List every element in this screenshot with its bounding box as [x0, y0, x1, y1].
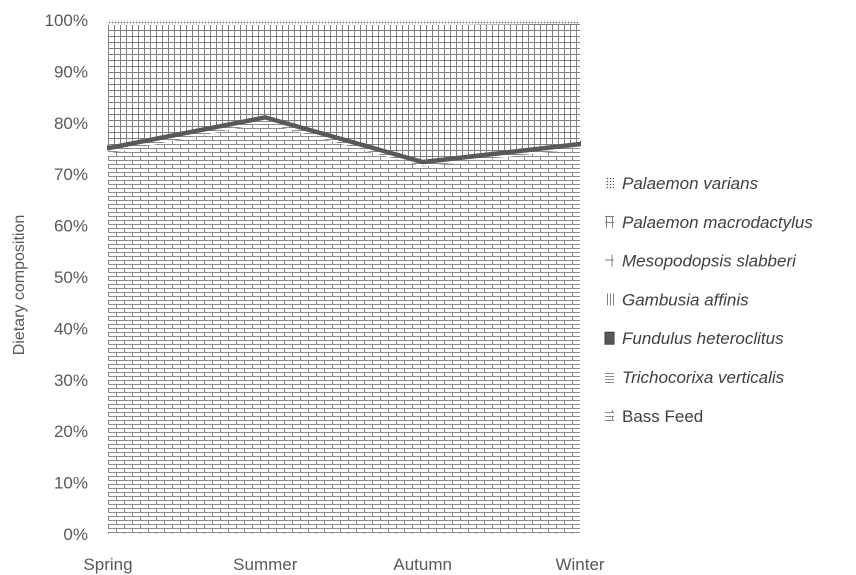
legend-swatch-mesopodopsis-slabberi: [605, 254, 614, 267]
legend-label-mesopodopsis-slabberi: Mesopodopsis slabberi: [622, 252, 797, 271]
x-tick-label: Summer: [233, 555, 298, 574]
area-series-layer: [107, 20, 581, 535]
x-axis-ticks: Spring Summer Autumn Winter: [83, 555, 604, 574]
legend-label-fundulus-heteroclitus: Fundulus heteroclitus: [622, 329, 784, 348]
y-tick-label: 80%: [54, 114, 88, 133]
legend-swatch-gambusia-affinis: [605, 293, 614, 306]
legend-swatch-fundulus-heteroclitus: [604, 331, 615, 345]
y-tick-label: 50%: [54, 268, 88, 287]
y-tick-label: 20%: [54, 422, 88, 441]
legend-swatch-trichocorixa-verticalis: [605, 371, 614, 383]
area-series-palaemon-varians: [108, 20, 580, 26]
y-tick-label: 0%: [63, 525, 88, 544]
legend-label-gambusia-affinis: Gambusia affinis: [622, 290, 749, 309]
area-series-bass-feed: [108, 122, 580, 535]
legend-swatch-palaemon-macrodactylus: [605, 215, 614, 228]
x-tick-label: Spring: [83, 555, 132, 574]
x-tick-label: Autumn: [393, 555, 452, 574]
legend: Palaemon varians Palaemon macrodactylus Me…: [604, 174, 813, 426]
y-tick-label: 90%: [54, 62, 88, 81]
legend-label-palaemon-varians: Palaemon varians: [622, 174, 759, 193]
legend-swatch-palaemon-varians: [605, 177, 614, 189]
y-tick-label: 30%: [54, 371, 88, 390]
legend-label-bass-feed: Bass Feed: [622, 407, 703, 426]
y-axis-ticks: 0% 10% 20% 30% 40% 50% 60% 70% 80% 90% 100%: [45, 11, 88, 544]
y-axis-title: Dietary composition: [11, 215, 28, 356]
legend-label-trichocorixa-verticalis: Trichocorixa verticalis: [622, 368, 785, 387]
x-tick-label: Winter: [555, 555, 604, 574]
y-tick-label: 40%: [54, 319, 88, 338]
y-tick-label: 100%: [45, 11, 88, 30]
area-series-trichocorixa-verticalis: [108, 118, 580, 167]
area-series-palaemon-macrodactylus: [108, 23, 580, 160]
legend-label-palaemon-macrodactylus: Palaemon macrodactylus: [622, 213, 813, 232]
y-tick-label: 10%: [54, 474, 88, 493]
legend-swatch-bass-feed: [605, 409, 614, 422]
y-tick-label: 60%: [54, 217, 88, 236]
y-tick-label: 70%: [54, 165, 88, 184]
